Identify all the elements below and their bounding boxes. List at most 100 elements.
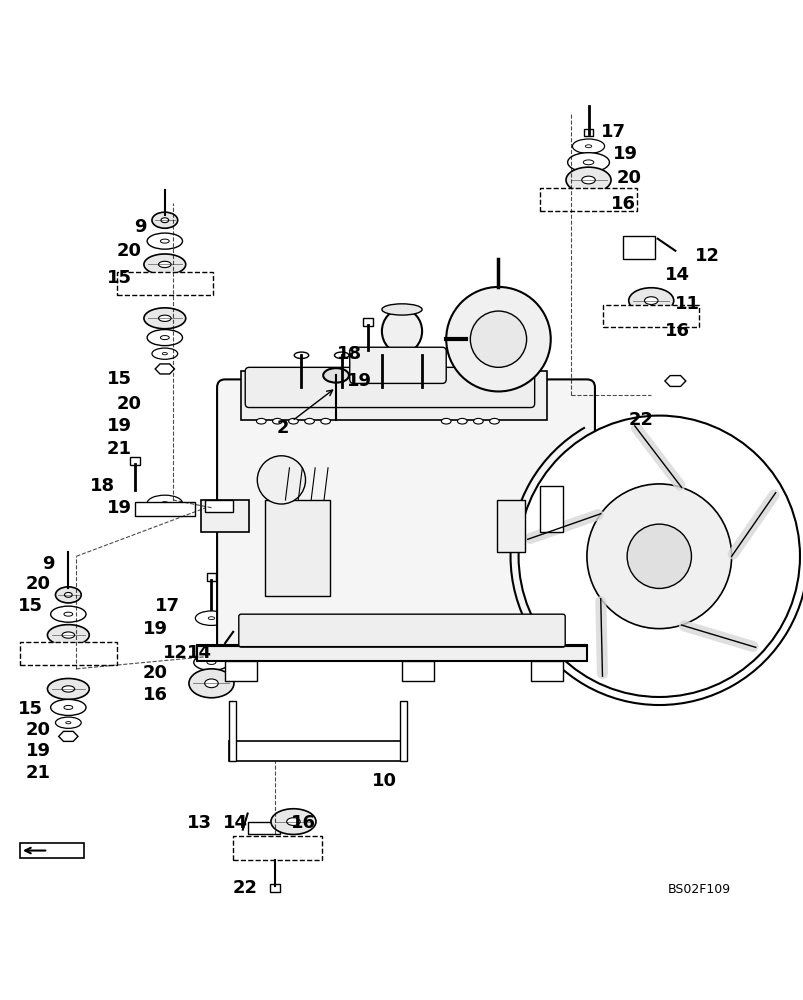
Bar	[583, 129, 593, 136]
Ellipse shape	[205, 679, 218, 688]
Ellipse shape	[628, 288, 673, 313]
Bar	[206, 573, 216, 581]
Ellipse shape	[144, 308, 185, 329]
Ellipse shape	[144, 254, 185, 275]
Circle shape	[470, 311, 526, 367]
Bar	[229, 701, 235, 761]
Text: 15: 15	[18, 700, 43, 718]
Ellipse shape	[271, 809, 316, 834]
Ellipse shape	[207, 660, 215, 664]
Bar	[270, 884, 279, 892]
Bar	[130, 457, 140, 465]
Ellipse shape	[352, 352, 384, 367]
Bar	[540, 188, 636, 211]
Text: 15: 15	[106, 370, 132, 388]
Ellipse shape	[489, 418, 499, 424]
FancyBboxPatch shape	[349, 347, 446, 383]
Ellipse shape	[441, 418, 450, 424]
Text: 19: 19	[346, 372, 372, 390]
Text: 22: 22	[628, 411, 654, 429]
Bar	[530, 661, 562, 681]
Bar	[233, 630, 269, 648]
Circle shape	[257, 456, 305, 504]
Ellipse shape	[323, 368, 349, 383]
Ellipse shape	[152, 212, 177, 228]
Bar	[20, 642, 116, 665]
Ellipse shape	[365, 358, 371, 361]
Circle shape	[586, 484, 731, 629]
FancyBboxPatch shape	[245, 367, 534, 408]
Text: 20: 20	[116, 395, 141, 413]
Text: 21: 21	[26, 764, 51, 782]
Text: 21: 21	[106, 440, 132, 458]
Ellipse shape	[287, 818, 300, 825]
Ellipse shape	[565, 167, 610, 193]
Ellipse shape	[457, 418, 467, 424]
Text: 19: 19	[142, 620, 168, 638]
Ellipse shape	[62, 632, 75, 638]
Ellipse shape	[208, 617, 214, 620]
FancyArrowPatch shape	[732, 495, 773, 554]
Text: 14: 14	[222, 814, 248, 832]
Ellipse shape	[64, 705, 72, 709]
Ellipse shape	[320, 418, 330, 424]
Text: 9: 9	[42, 555, 55, 573]
Bar	[602, 305, 699, 327]
Bar	[229, 741, 406, 761]
Ellipse shape	[51, 699, 86, 715]
Ellipse shape	[64, 592, 72, 597]
Ellipse shape	[51, 606, 86, 622]
Ellipse shape	[585, 145, 591, 148]
Text: 12: 12	[162, 644, 188, 662]
Text: 12: 12	[694, 247, 719, 265]
Bar	[135, 502, 194, 516]
Ellipse shape	[256, 418, 266, 424]
Text: 16: 16	[291, 814, 316, 832]
Text: 20: 20	[26, 721, 51, 739]
Text: 14: 14	[186, 644, 212, 662]
FancyArrowPatch shape	[600, 602, 601, 673]
Ellipse shape	[572, 139, 604, 153]
Bar	[233, 836, 321, 860]
Circle shape	[446, 287, 550, 391]
Ellipse shape	[158, 261, 171, 268]
Polygon shape	[664, 376, 685, 386]
Ellipse shape	[567, 153, 609, 172]
Text: 18: 18	[336, 345, 362, 363]
Ellipse shape	[644, 297, 657, 304]
Text: 20: 20	[142, 664, 168, 682]
Text: 16: 16	[664, 322, 690, 340]
FancyBboxPatch shape	[217, 379, 594, 653]
Text: 18: 18	[90, 477, 116, 495]
Ellipse shape	[47, 678, 89, 699]
Ellipse shape	[374, 352, 389, 358]
Ellipse shape	[147, 495, 182, 511]
Text: 15: 15	[18, 597, 43, 615]
Text: 11: 11	[674, 295, 699, 313]
Text: 16: 16	[142, 686, 168, 704]
Bar	[205, 500, 233, 512]
Ellipse shape	[294, 352, 308, 358]
Bar	[540, 486, 562, 532]
Bar	[622, 236, 654, 259]
FancyArrowPatch shape	[530, 515, 597, 538]
Text: 13: 13	[186, 814, 212, 832]
Text: 19: 19	[26, 742, 51, 760]
Ellipse shape	[304, 418, 314, 424]
Ellipse shape	[288, 418, 298, 424]
Ellipse shape	[195, 611, 227, 625]
Polygon shape	[155, 364, 174, 374]
Bar	[201, 500, 249, 532]
Ellipse shape	[272, 418, 282, 424]
Circle shape	[626, 524, 691, 588]
Text: 9: 9	[134, 218, 147, 236]
Bar	[363, 318, 373, 326]
Bar	[265, 500, 329, 596]
Ellipse shape	[147, 233, 182, 249]
Text: 17: 17	[600, 123, 626, 141]
FancyArrowPatch shape	[636, 428, 679, 485]
Ellipse shape	[194, 654, 229, 670]
Ellipse shape	[62, 686, 75, 692]
Ellipse shape	[381, 309, 422, 353]
Text: 20: 20	[26, 575, 51, 593]
